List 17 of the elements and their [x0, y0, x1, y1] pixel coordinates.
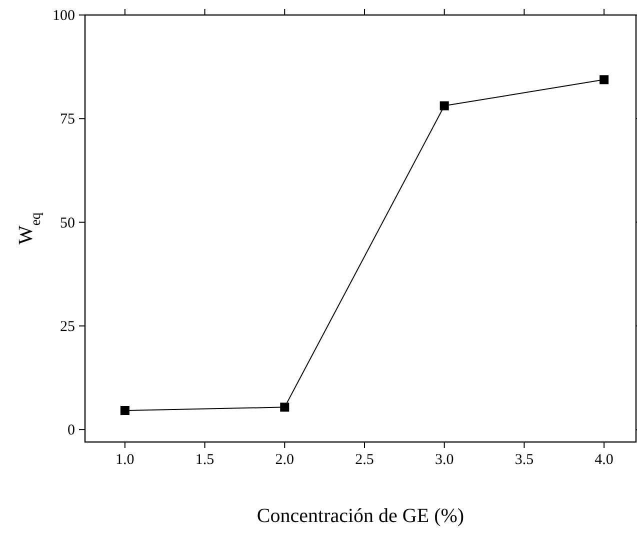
- x-tick-label: 1.5: [195, 452, 214, 468]
- x-axis-title: Concentración de GE (%): [256, 505, 464, 527]
- x-tick-label: 3.5: [514, 452, 534, 468]
- point: [440, 101, 449, 110]
- x-tick-label: 4.0: [594, 452, 614, 468]
- x-tick-label: 1.0: [116, 452, 134, 468]
- y-tick-label: 100: [52, 8, 75, 24]
- point: [280, 402, 290, 412]
- x-tick-label: 3.0: [434, 452, 454, 468]
- y-tick-label: 0: [68, 422, 75, 439]
- x-tick-label: 2.0: [275, 452, 294, 468]
- point: [120, 406, 130, 415]
- y-tick-label: 25: [60, 318, 75, 335]
- y-tick-label: 75: [60, 112, 75, 128]
- point: [600, 75, 609, 84]
- y-tick-label: 50: [60, 215, 75, 232]
- x-tick-label: 2.5: [355, 452, 374, 468]
